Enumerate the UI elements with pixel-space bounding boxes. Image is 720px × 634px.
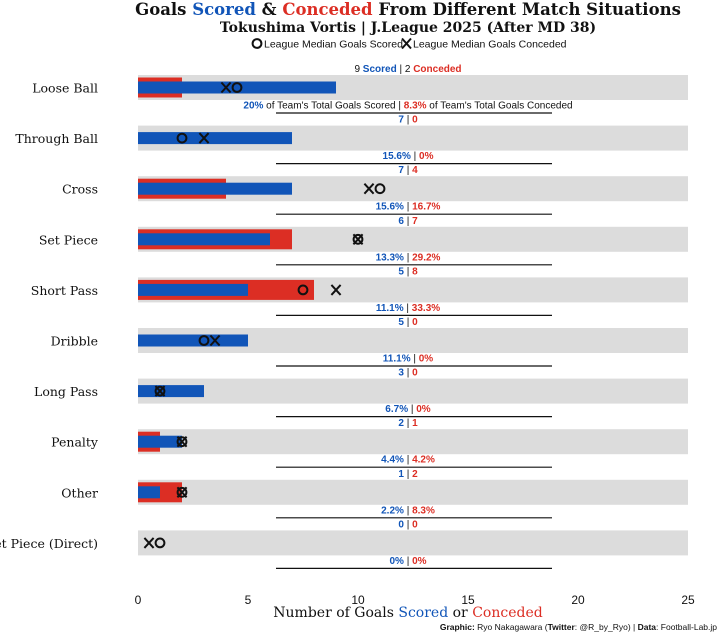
percent-label: 4.4% | 4.2%	[381, 455, 435, 466]
category-label: Short Pass	[31, 283, 98, 298]
median-scored-marker	[374, 183, 386, 195]
median-scored-marker	[231, 82, 243, 93]
scored-bar	[138, 182, 292, 195]
chart-title: Goals Scored & Conceded From Different M…	[135, 0, 681, 19]
scored-bar	[138, 233, 270, 246]
category-label: Penalty	[51, 435, 99, 450]
count-label: 3 | 0	[398, 368, 418, 379]
percent-label: 6.7% | 0%	[385, 404, 431, 415]
x-tick-label: 25	[681, 593, 695, 607]
median-conceded-marker	[330, 284, 342, 296]
percent-label: 11.1% | 0%	[383, 354, 434, 365]
percent-label: 15.6% | 16.7%	[376, 202, 441, 213]
count-label: 5 | 0	[398, 317, 418, 328]
count-label: 2 | 1	[398, 418, 418, 429]
row-track	[138, 479, 688, 505]
median-conceded-marker	[154, 385, 166, 397]
median-scored-marker	[154, 537, 166, 549]
count-label: 6 | 7	[398, 216, 418, 227]
category-label: Dribble	[51, 334, 98, 349]
legend-cross-marker-icon	[401, 37, 412, 50]
median-conceded-marker	[176, 436, 188, 448]
scored-bar	[138, 486, 160, 499]
count-label: 5 | 8	[398, 266, 418, 277]
category-row: Set Piece (Direct) 0 | 0 0% | 0%	[0, 519, 688, 570]
scored-bar	[138, 81, 336, 94]
percent-label: 15.6% | 0%	[383, 151, 434, 162]
median-scored-marker	[198, 335, 210, 346]
count-label: 7 | 4	[398, 165, 418, 176]
row-track	[138, 530, 688, 556]
legend-conceded-label: League Median Goals Conceded	[413, 39, 567, 51]
percent-label: 20% of Team's Total Goals Scored | 8.3% …	[243, 101, 572, 112]
percent-label: 13.3% | 29.2%	[376, 252, 441, 263]
x-tick-label: 15	[461, 593, 475, 607]
percent-label: 0% | 0%	[389, 556, 426, 567]
category-label: Loose Ball	[32, 81, 98, 96]
category-row: Through Ball 7 | 0 15.6% | 0%	[15, 115, 688, 165]
scored-bar	[138, 435, 182, 448]
category-label: Long Pass	[34, 384, 98, 399]
legend: League Median Goals Scored League Median…	[251, 37, 567, 51]
scored-bar	[138, 132, 292, 145]
count-label: 0 | 0	[398, 519, 418, 530]
x-axis: 0 5 10 15 20 25	[135, 593, 695, 607]
category-label: Set Piece (Direct)	[0, 536, 98, 551]
scored-bar	[138, 334, 248, 347]
category-label: Other	[61, 485, 98, 500]
category-row: Loose Ball 9 Scored | 2 Conceded 20% of Te…	[32, 64, 688, 114]
x-tick-label: 5	[245, 593, 252, 607]
scored-bar	[138, 385, 204, 398]
row-track	[138, 378, 688, 404]
median-conceded-marker	[198, 132, 210, 144]
category-row: Short Pass 5 | 8 11.1% | 33.3%	[31, 266, 688, 316]
median-scored-marker	[176, 132, 188, 144]
median-conceded-marker	[209, 334, 221, 347]
x-tick-label: 0	[135, 593, 142, 607]
median-conceded-marker	[352, 233, 364, 245]
median-scored-marker	[352, 233, 364, 245]
x-axis-label: Number of Goals Scored or Conceded	[273, 605, 542, 621]
median-scored-marker	[154, 385, 166, 397]
median-scored-marker	[297, 284, 309, 296]
category-label: Through Ball	[15, 131, 98, 146]
count-label: 9 Scored | 2 Conceded	[354, 64, 461, 75]
chart-rows: Loose Ball 9 Scored | 2 Conceded 20% of Te…	[0, 64, 688, 570]
x-tick-label: 10	[351, 593, 365, 607]
median-scored-marker	[176, 486, 188, 498]
legend-scored-label: League Median Goals Scored	[264, 39, 403, 51]
median-conceded-marker	[143, 537, 155, 549]
count-label: 1 | 2	[398, 469, 418, 480]
category-row: Long Pass 3 | 0 6.7% | 0%	[34, 368, 688, 418]
category-row: Other 1 | 2 2.2% | 8.3%	[61, 469, 688, 519]
percent-label: 2.2% | 8.3%	[381, 505, 435, 516]
x-tick-label: 20	[571, 593, 585, 607]
category-row: Set Piece 6 | 7 13.3% | 29.2%	[39, 216, 688, 266]
scored-bar	[138, 283, 248, 296]
category-row: Cross 7 | 4 15.6% | 16.7%	[62, 165, 688, 215]
category-row: Penalty 2 | 1 4.4% | 4.2%	[51, 418, 688, 468]
percent-label: 11.1% | 33.3%	[376, 303, 440, 314]
credit-text: Graphic: Ryo Nakagawara (Twitter: @R_by_…	[440, 622, 717, 632]
row-track	[138, 429, 688, 455]
count-label: 7 | 0	[398, 115, 418, 126]
category-row: Dribble 5 | 0 11.1% | 0%	[51, 317, 688, 367]
median-conceded-marker	[220, 81, 232, 94]
median-scored-marker	[176, 436, 188, 448]
median-conceded-marker	[363, 183, 375, 195]
median-conceded-marker	[176, 486, 188, 498]
category-label: Cross	[62, 182, 98, 197]
category-label: Set Piece	[39, 232, 98, 247]
chart-subtitle: Tokushima Vortis | J.League 2025 (After …	[220, 20, 596, 36]
legend-circle-marker-icon	[251, 38, 263, 49]
